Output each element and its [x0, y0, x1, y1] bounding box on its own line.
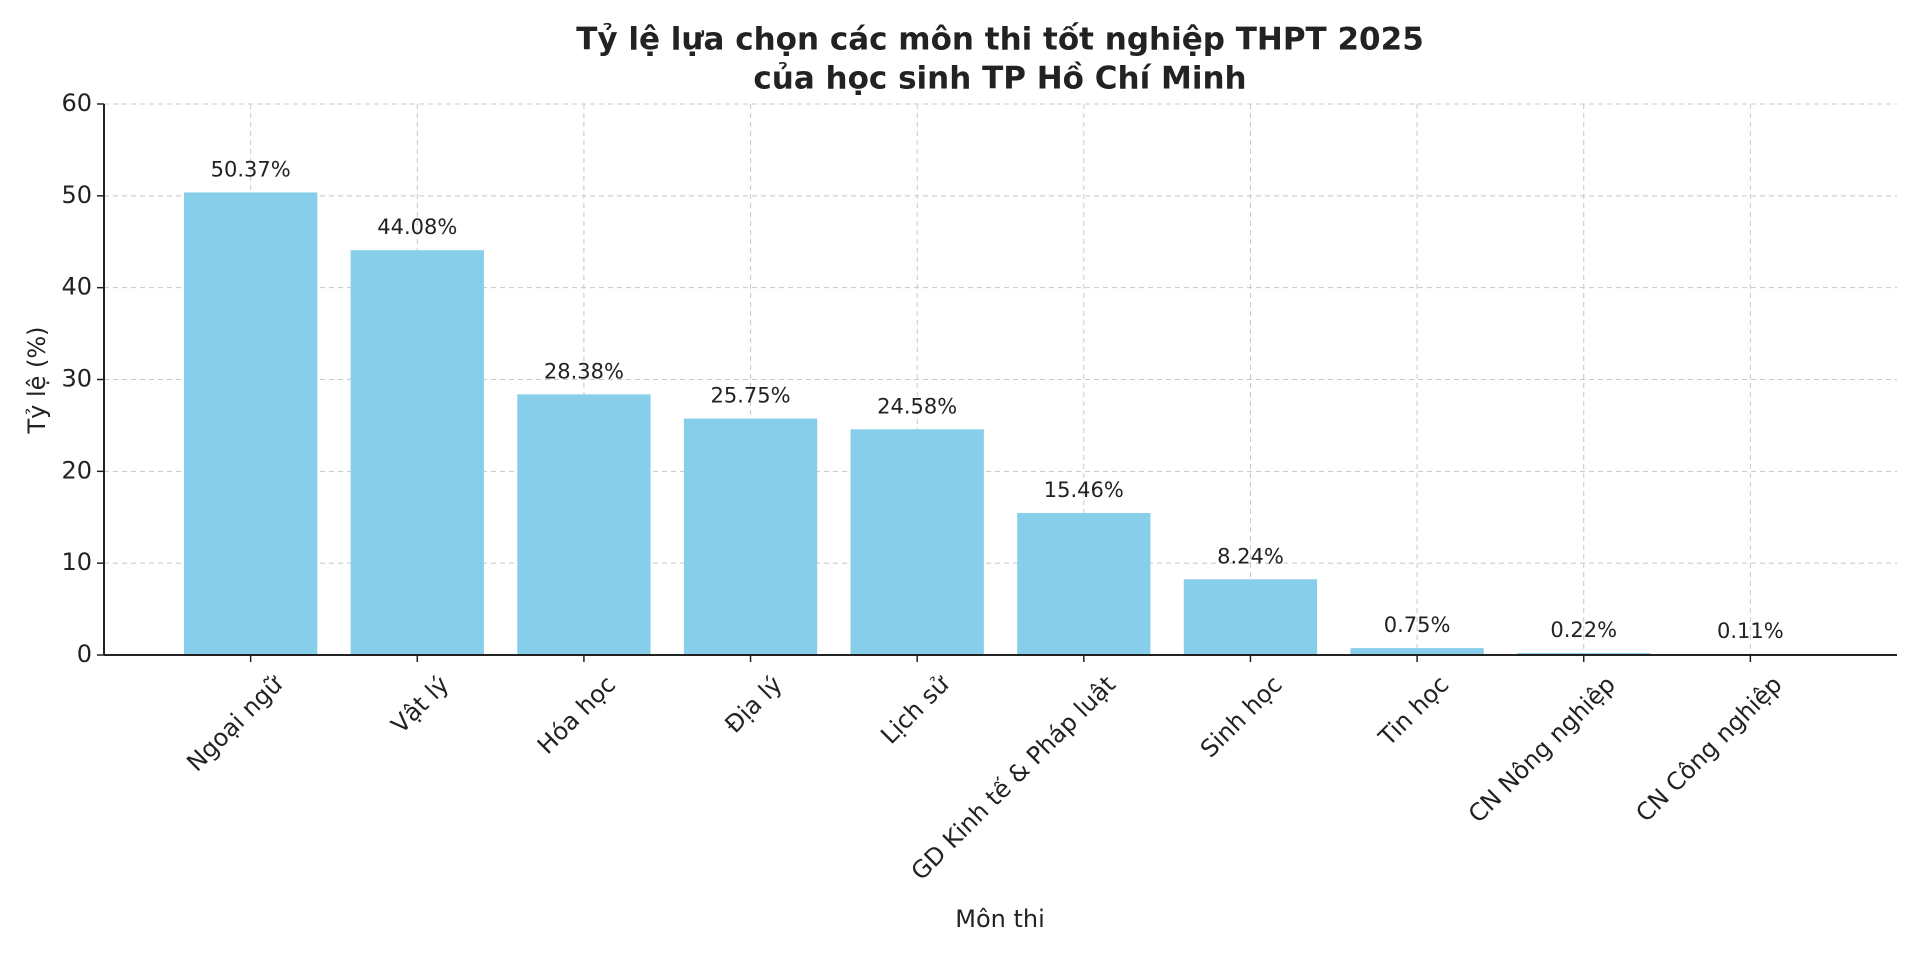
value-label: 0.22% [1550, 618, 1617, 642]
value-label: 28.38% [544, 359, 624, 383]
value-label: 0.75% [1384, 613, 1451, 637]
bar [517, 394, 651, 655]
x-tick-label: Lịch sử [875, 669, 955, 749]
bar [350, 250, 484, 655]
value-label: 24.58% [877, 394, 957, 418]
y-axis-label: Tỷ lệ (%) [23, 326, 51, 434]
x-tick-label: Địa lý [720, 670, 788, 738]
x-tick-label: Hóa học [532, 670, 621, 759]
bar [683, 418, 818, 655]
x-tick-label: Sinh học [1195, 670, 1288, 763]
value-label: 44.08% [377, 215, 457, 239]
bar [1183, 579, 1318, 655]
x-axis-label: Môn thi [955, 905, 1045, 933]
bar [1017, 513, 1151, 655]
value-label: 8.24% [1217, 544, 1284, 568]
value-label: 15.46% [1044, 478, 1124, 502]
y-tick-label: 60 [61, 89, 92, 117]
bar [850, 429, 984, 655]
x-tick-label: Vật lý [386, 670, 455, 739]
value-label: 25.75% [711, 384, 791, 408]
y-tick-label: 0 [77, 640, 92, 668]
y-tick-label: 10 [61, 548, 92, 576]
y-tick-label: 50 [61, 181, 92, 209]
x-tick-label: CN Công nghiệp [1630, 670, 1787, 827]
y-tick-label: 20 [61, 456, 92, 484]
value-label: 50.37% [211, 157, 291, 181]
chart-title: của học sinh TP Hồ Chí Minh [753, 61, 1246, 97]
y-tick-label: 30 [61, 365, 92, 393]
y-tick-label: 40 [61, 273, 92, 301]
x-tick-label: Tin học [1373, 670, 1455, 752]
x-tick-label: CN Nông nghiệp [1463, 670, 1621, 828]
chart-title: Tỷ lệ lựa chọn các môn thi tốt nghiệp TH… [576, 22, 1424, 58]
bar [1350, 648, 1484, 655]
value-label: 0.11% [1717, 619, 1784, 643]
bar [1517, 652, 1651, 655]
x-tick-label: Ngoại ngữ [181, 669, 289, 777]
bar [183, 192, 318, 656]
